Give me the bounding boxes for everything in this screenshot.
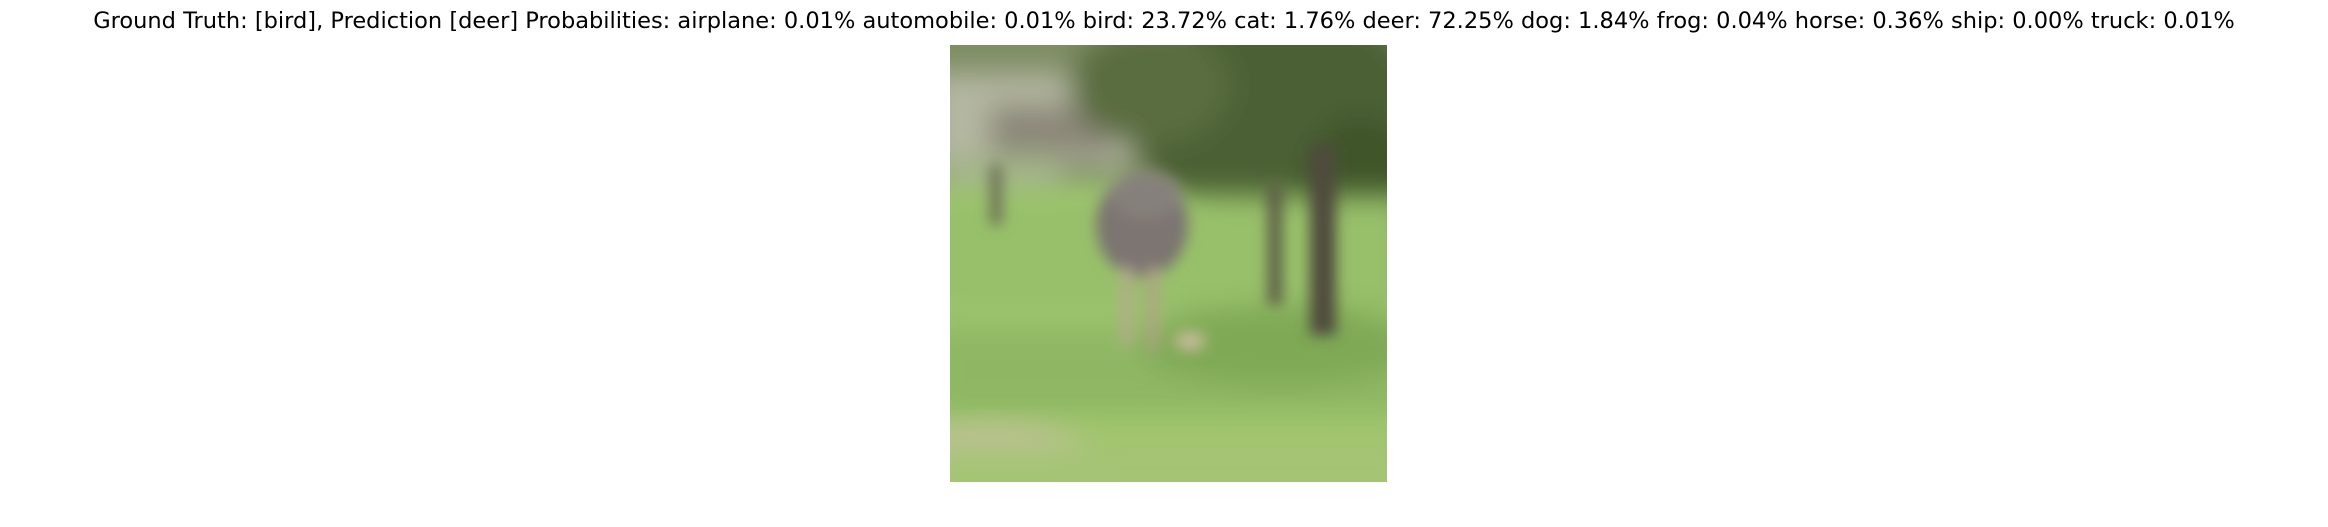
figure-title: Ground Truth: [bird], Prediction [deer] … [93, 8, 2235, 34]
sample-image [950, 45, 1387, 482]
